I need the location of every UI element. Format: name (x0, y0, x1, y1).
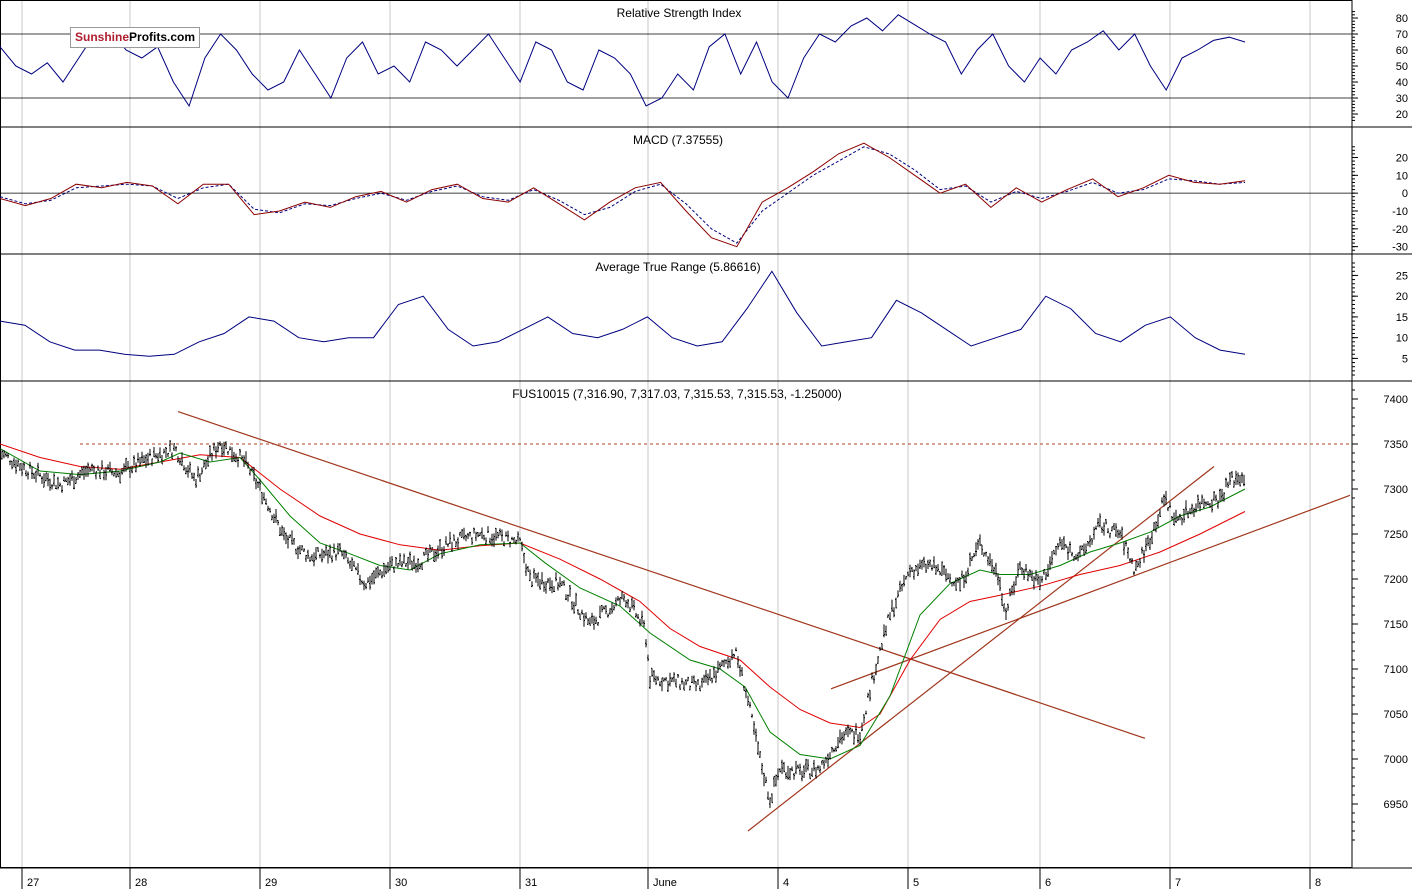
y-tick-label: 40 (1396, 77, 1408, 89)
y-tick-label: 80 (1396, 13, 1408, 25)
x-tick-label: 27 (27, 877, 39, 889)
x-tick-label: 4 (783, 877, 789, 889)
macd-title: MACD (7.37555) (633, 133, 723, 147)
y-tick-label: -10 (1392, 206, 1408, 218)
y-tick-label: 50 (1396, 61, 1408, 73)
trendline (747, 466, 1215, 832)
y-tick-label: 7050 (1384, 709, 1408, 721)
rsi-line (0, 14, 1246, 108)
y-tick-label: 20 (1396, 291, 1408, 303)
y-tick-label: -30 (1392, 242, 1408, 254)
macd-signal-line (0, 146, 1246, 244)
sunshine-profits-logo: SunshineProfits.com (70, 27, 201, 48)
atr-title: Average True Range (5.86616) (595, 260, 760, 274)
y-tick-label: 0 (1402, 188, 1408, 200)
x-tick-label: 28 (135, 877, 147, 889)
atr-line (0, 270, 1246, 357)
x-tick-label: 29 (265, 877, 277, 889)
tick-labels: 20 30 40 50 60 70 80 -30 -20 -10 0 10 20 5 10 15 20 25 695… (21, 11, 1408, 889)
y-tick-label: -20 (1392, 224, 1408, 236)
slow-moving-average (0, 443, 1246, 729)
y-tick-label: 30 (1396, 93, 1408, 105)
y-tick-label: 10 (1396, 170, 1408, 182)
rsi-title: Relative Strength Index (617, 6, 742, 20)
reference-lines (0, 33, 1352, 445)
y-tick-label: 25 (1396, 270, 1408, 282)
x-tick-label: June (653, 877, 677, 889)
pane-frames (0, 0, 1412, 869)
y-tick-label: 7350 (1384, 439, 1408, 451)
x-tick-label: 5 (913, 877, 919, 889)
y-tick-label: 7150 (1384, 619, 1408, 631)
trendline (830, 494, 1351, 690)
series-layer (0, 14, 1351, 832)
y-tick-label: 10 (1396, 333, 1408, 345)
y-tick-label: 7300 (1384, 484, 1408, 496)
logo-part-sunshine: Sunshine (75, 30, 130, 44)
price-bars (0, 440, 1245, 809)
macd-line (0, 142, 1246, 248)
y-tick-label: 7200 (1384, 574, 1408, 586)
x-tick-label: 30 (395, 877, 407, 889)
trendline (177, 411, 1146, 739)
y-tick-label: 7000 (1384, 754, 1408, 766)
fast-moving-average (0, 448, 1246, 760)
grid-lines (21, 0, 1311, 868)
y-tick-label: 20 (1396, 109, 1408, 121)
x-tick-label: 31 (525, 877, 537, 889)
y-tick-label: 70 (1396, 29, 1408, 41)
y-tick-label: 6950 (1384, 799, 1408, 811)
price-title: FUS10015 (7,316.90, 7,317.03, 7,315.53, … (512, 387, 842, 401)
y-tick-label: 7250 (1384, 529, 1408, 541)
x-tick-label: 7 (1175, 877, 1181, 889)
x-tick-label: 6 (1045, 877, 1051, 889)
y-tick-label: 15 (1396, 312, 1408, 324)
y-tick-label: 5 (1402, 353, 1408, 365)
logo-part-profits: Profits.com (129, 30, 196, 44)
y-tick-label: 20 (1396, 152, 1408, 164)
y-tick-label: 7100 (1384, 664, 1408, 676)
y-tick-label: 7400 (1384, 394, 1408, 406)
x-tick-label: 8 (1315, 877, 1321, 889)
plot-frame (0, 0, 1353, 868)
y-tick-label: 60 (1396, 45, 1408, 57)
